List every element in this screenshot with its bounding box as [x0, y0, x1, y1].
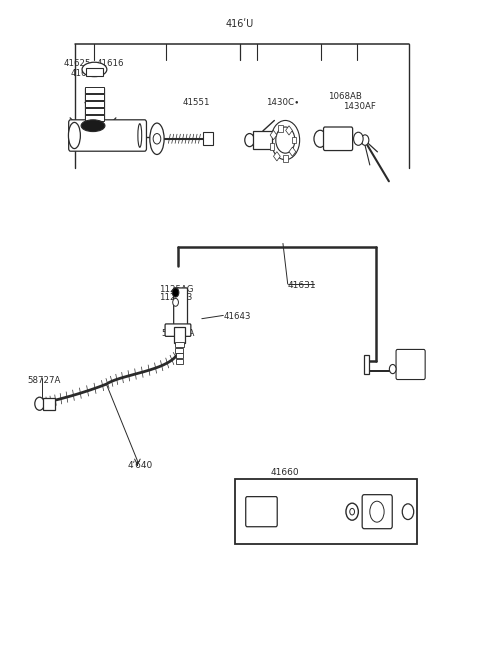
FancyBboxPatch shape — [246, 497, 277, 527]
Bar — [286, 125, 292, 135]
Ellipse shape — [81, 120, 105, 131]
Bar — [364, 355, 369, 374]
Text: 58727A: 58727A — [28, 376, 61, 386]
Bar — [174, 327, 185, 343]
Text: 41620: 41620 — [71, 69, 98, 78]
Circle shape — [361, 135, 369, 145]
Ellipse shape — [69, 122, 80, 148]
Circle shape — [346, 503, 359, 520]
Bar — [291, 137, 296, 143]
Text: 1430AF: 1430AF — [343, 102, 375, 110]
Bar — [175, 348, 183, 353]
FancyBboxPatch shape — [324, 127, 353, 150]
Bar — [175, 342, 184, 348]
Ellipse shape — [82, 62, 107, 77]
Circle shape — [354, 132, 363, 145]
FancyBboxPatch shape — [69, 120, 146, 151]
Bar — [270, 143, 275, 150]
Ellipse shape — [138, 124, 142, 147]
Text: 41551: 41551 — [183, 99, 210, 107]
Bar — [176, 353, 183, 358]
Bar — [86, 68, 103, 76]
Circle shape — [153, 133, 161, 144]
Ellipse shape — [370, 501, 384, 522]
Circle shape — [389, 365, 396, 374]
Text: 1125AG: 1125AG — [159, 284, 193, 294]
Circle shape — [402, 504, 414, 520]
Ellipse shape — [150, 123, 164, 154]
Bar — [278, 125, 283, 131]
Bar — [235, 479, 417, 545]
FancyBboxPatch shape — [165, 324, 191, 336]
Text: 1430C∙: 1430C∙ — [266, 99, 300, 107]
Bar — [289, 147, 296, 156]
FancyBboxPatch shape — [396, 350, 425, 380]
Text: 41616: 41616 — [97, 59, 124, 68]
Bar — [85, 101, 104, 107]
FancyBboxPatch shape — [174, 288, 188, 333]
Circle shape — [314, 130, 326, 147]
Text: 4ʹ640: 4ʹ640 — [128, 461, 153, 470]
Bar — [176, 359, 183, 364]
Ellipse shape — [271, 120, 300, 160]
Bar — [274, 152, 280, 161]
Bar — [85, 115, 104, 121]
FancyBboxPatch shape — [362, 495, 392, 529]
Circle shape — [245, 133, 254, 147]
Bar — [43, 398, 55, 409]
Circle shape — [350, 509, 355, 515]
Text: 41643: 41643 — [223, 312, 251, 321]
Bar — [85, 108, 104, 114]
Text: 1125A3: 1125A3 — [159, 292, 192, 302]
Ellipse shape — [276, 127, 295, 153]
Circle shape — [35, 397, 44, 410]
Bar — [270, 130, 277, 140]
Bar — [85, 87, 104, 93]
Text: 416ʹU: 416ʹU — [226, 19, 254, 30]
Text: 41660: 41660 — [271, 468, 300, 477]
Bar — [85, 95, 104, 100]
Bar — [283, 155, 288, 162]
Text: 41631: 41631 — [288, 281, 316, 290]
Bar — [203, 132, 213, 145]
Text: 58727A: 58727A — [161, 329, 194, 338]
Circle shape — [173, 298, 179, 306]
Text: 1068AB: 1068AB — [328, 92, 362, 101]
Text: 41625: 41625 — [63, 59, 91, 68]
Bar — [253, 131, 273, 149]
Circle shape — [172, 288, 179, 297]
